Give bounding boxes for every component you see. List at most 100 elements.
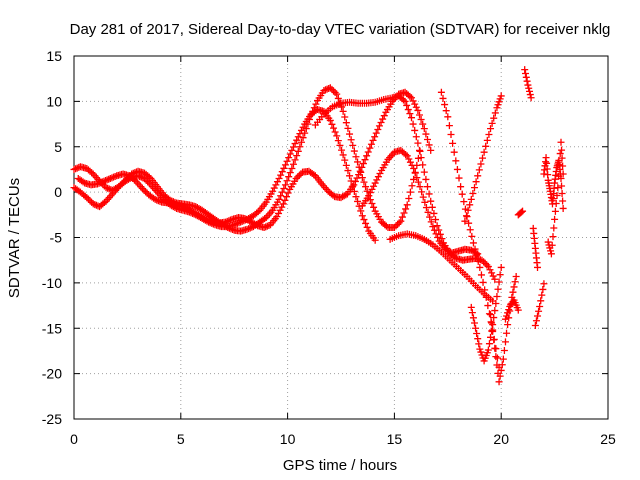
- data-point: [406, 188, 414, 196]
- x-tick-label: 15: [387, 431, 403, 447]
- data-point: [373, 176, 381, 184]
- data-point: [514, 306, 522, 314]
- data-point: [294, 133, 302, 141]
- data-point: [450, 148, 458, 156]
- data-point: [206, 217, 214, 225]
- data-point: [138, 184, 146, 192]
- data-point: [103, 176, 111, 184]
- data-point: [270, 184, 278, 192]
- data-point: [411, 126, 419, 134]
- data-point: [108, 174, 116, 182]
- data-point: [204, 216, 212, 224]
- series-arc-1: [70, 84, 424, 235]
- data-point: [453, 165, 461, 173]
- data-point: [422, 130, 430, 138]
- data-point: [444, 113, 452, 121]
- y-tick-label: 10: [46, 93, 62, 109]
- series-arc-10: [487, 273, 520, 386]
- data-point: [460, 198, 468, 206]
- data-point: [397, 217, 405, 225]
- data-point: [445, 122, 453, 130]
- data-point: [84, 195, 92, 203]
- data-point: [469, 189, 477, 197]
- data-point: [522, 73, 530, 81]
- data-point: [425, 141, 433, 149]
- data-point: [499, 355, 507, 363]
- data-point: [415, 111, 423, 119]
- y-tick-label: -25: [42, 411, 62, 427]
- data-point: [262, 223, 270, 231]
- data-point: [276, 206, 284, 214]
- data-point: [366, 196, 374, 204]
- data-point: [368, 185, 376, 193]
- data-point: [145, 179, 153, 187]
- data-point: [426, 213, 434, 221]
- data-point: [535, 307, 543, 315]
- data-point: [363, 187, 371, 195]
- x-tick-label: 0: [70, 431, 78, 447]
- data-point: [422, 204, 430, 212]
- data-point: [299, 134, 307, 142]
- data-point: [144, 178, 152, 186]
- data-point: [461, 217, 469, 225]
- data-point: [504, 309, 512, 317]
- data-point: [243, 225, 251, 233]
- data-point: [293, 136, 301, 144]
- data-point: [360, 178, 368, 186]
- data-point: [402, 150, 410, 158]
- data-point: [178, 202, 186, 210]
- data-point: [91, 201, 99, 209]
- data-point: [534, 312, 542, 320]
- data-point: [376, 170, 384, 178]
- data-point: [551, 215, 559, 223]
- data-point: [412, 103, 420, 111]
- data-point: [354, 158, 362, 166]
- data-point: [367, 140, 375, 148]
- y-tick-label: 0: [54, 184, 62, 200]
- data-point: [497, 366, 505, 374]
- data-point: [455, 174, 463, 182]
- data-point: [342, 191, 350, 199]
- data-point: [291, 140, 299, 148]
- data-point: [395, 219, 403, 227]
- data-point: [362, 183, 370, 191]
- data-point: [361, 156, 369, 164]
- data-point: [330, 87, 338, 95]
- data-point: [182, 204, 190, 212]
- data-point: [151, 195, 159, 203]
- data-point: [428, 203, 436, 211]
- data-point: [481, 259, 489, 267]
- x-tick-label: 25: [600, 431, 616, 447]
- data-point: [427, 146, 435, 154]
- data-point: [156, 197, 164, 205]
- data-point: [407, 114, 415, 122]
- data-point: [281, 181, 289, 189]
- data-points: [70, 66, 567, 386]
- data-point: [539, 285, 547, 293]
- data-point: [558, 146, 566, 154]
- data-point: [469, 239, 477, 247]
- data-point: [409, 120, 417, 128]
- data-point: [342, 119, 350, 127]
- data-point: [406, 92, 414, 100]
- data-point: [288, 146, 296, 154]
- data-point: [503, 329, 511, 337]
- data-point: [471, 184, 478, 192]
- data-point: [97, 179, 105, 187]
- data-point: [281, 161, 289, 169]
- chart-title: Day 281 of 2017, Sidereal Day-to-day VTE…: [70, 21, 611, 38]
- data-point: [424, 208, 432, 216]
- data-point: [284, 189, 292, 197]
- series-arc-5: [386, 230, 497, 305]
- data-point: [496, 271, 504, 279]
- data-point: [349, 141, 357, 149]
- data-point: [436, 230, 444, 238]
- data-point: [320, 86, 328, 94]
- data-point: [326, 84, 334, 92]
- data-point: [414, 139, 422, 147]
- data-point: [482, 293, 490, 301]
- data-point: [408, 161, 416, 169]
- data-point: [457, 183, 465, 191]
- data-point: [283, 193, 291, 201]
- data-point: [312, 100, 320, 108]
